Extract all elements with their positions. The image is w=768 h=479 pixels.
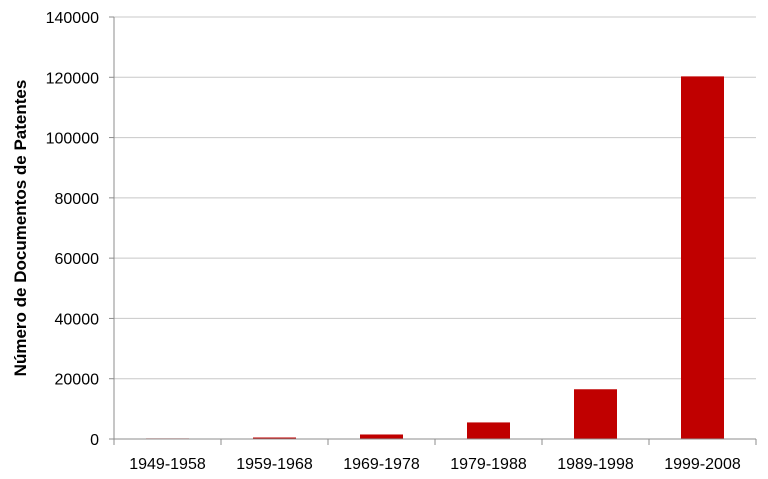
y-tick-label: 40000 <box>55 311 100 328</box>
y-tick-label: 80000 <box>55 191 100 208</box>
x-tick-label: 1979-1988 <box>450 456 527 473</box>
y-tick-label: 60000 <box>55 251 100 268</box>
bar <box>253 437 296 439</box>
x-tick-labels: 1949-1958 1959-1968 1969-1978 1979-1988 1989… <box>129 456 741 473</box>
bar <box>574 389 617 439</box>
x-tick-label: 1959-1968 <box>236 456 313 473</box>
x-tick-label: 1949-1958 <box>129 456 206 473</box>
y-tick-label: 140000 <box>46 10 99 27</box>
bar <box>681 76 724 439</box>
y-tick-label: 100000 <box>46 131 99 148</box>
bar <box>360 434 403 439</box>
gridlines <box>114 16 756 380</box>
y-axis-title: Número de Documentos de Patentes <box>11 80 30 377</box>
y-tick-label: 20000 <box>55 372 100 389</box>
bars <box>146 76 724 440</box>
y-tick-labels: 0 20000 40000 60000 80000 100000 120000 140000 <box>46 10 99 449</box>
x-tick-label: 1999-2008 <box>664 456 741 473</box>
axes <box>109 16 757 445</box>
y-tick-label: 120000 <box>46 70 99 87</box>
x-tick-label: 1989-1998 <box>557 456 634 473</box>
x-tick-label: 1969-1978 <box>343 456 420 473</box>
y-tick-label: 0 <box>90 432 99 449</box>
bar <box>467 422 510 439</box>
